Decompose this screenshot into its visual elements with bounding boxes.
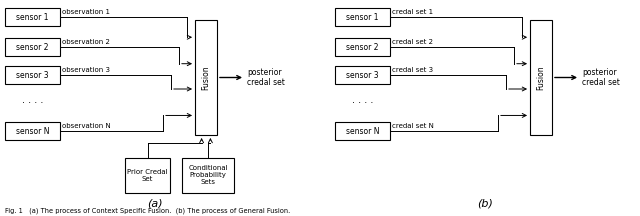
Text: · · · ·: · · · ·: [352, 98, 373, 108]
Bar: [125, 158, 170, 193]
Bar: [335, 66, 390, 84]
Text: sensor 2: sensor 2: [346, 43, 379, 51]
Bar: [5, 122, 60, 140]
Bar: [5, 66, 60, 84]
Bar: [182, 158, 234, 193]
Text: sensor 1: sensor 1: [16, 13, 49, 22]
Text: observation 1: observation 1: [62, 9, 110, 15]
Text: Fig. 1   (a) The process of Context Specific Fusion.  (b) The process of General: Fig. 1 (a) The process of Context Specif…: [5, 208, 291, 214]
Bar: [5, 38, 60, 56]
Text: Prior Credal
Set: Prior Credal Set: [127, 169, 168, 182]
Text: (a): (a): [147, 198, 163, 208]
Bar: [195, 20, 217, 135]
Text: credal set 2: credal set 2: [392, 39, 433, 45]
Text: observation 3: observation 3: [62, 67, 110, 73]
Text: sensor 3: sensor 3: [346, 70, 379, 79]
Bar: [530, 20, 552, 135]
Bar: [335, 122, 390, 140]
Text: Fusion: Fusion: [536, 65, 545, 90]
Text: sensor 3: sensor 3: [16, 70, 49, 79]
Text: sensor N: sensor N: [16, 127, 49, 135]
Text: sensor 2: sensor 2: [16, 43, 49, 51]
Bar: [335, 38, 390, 56]
Text: (b): (b): [477, 198, 493, 208]
Text: sensor 1: sensor 1: [346, 13, 379, 22]
Text: credal set 3: credal set 3: [392, 67, 433, 73]
Text: · · · ·: · · · ·: [22, 98, 43, 108]
Text: observation N: observation N: [62, 123, 111, 129]
Text: Fusion: Fusion: [202, 65, 211, 90]
Text: sensor N: sensor N: [346, 127, 380, 135]
Bar: [335, 8, 390, 26]
Text: Conditional
Probability
Sets: Conditional Probability Sets: [188, 165, 228, 186]
Text: observation 2: observation 2: [62, 39, 110, 45]
Text: credal set N: credal set N: [392, 123, 434, 129]
Text: posterior
credal set: posterior credal set: [582, 68, 620, 87]
Bar: [5, 8, 60, 26]
Text: posterior
credal set: posterior credal set: [247, 68, 285, 87]
Text: credal set 1: credal set 1: [392, 9, 433, 15]
